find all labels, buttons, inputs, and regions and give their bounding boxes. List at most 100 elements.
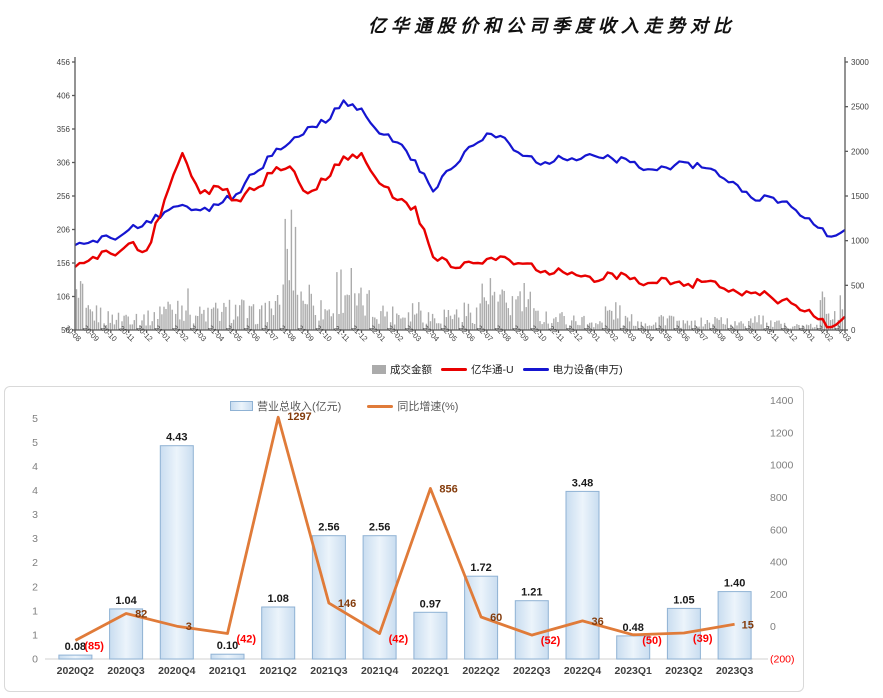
svg-text:5: 5 [32, 437, 38, 449]
revenue-bar [210, 653, 245, 660]
svg-text:256: 256 [57, 192, 71, 201]
revenue-chart-legend: 营业总收入(亿元) 同比增速(%) [230, 398, 458, 414]
legend-growth: 同比增速(%) [367, 398, 458, 414]
svg-text:500: 500 [851, 281, 865, 290]
svg-text:2021Q1: 2021Q1 [209, 665, 247, 677]
index-line-swatch-icon [522, 368, 549, 371]
svg-text:2.56: 2.56 [369, 522, 390, 534]
svg-text:82: 82 [135, 608, 147, 620]
svg-text:1: 1 [32, 605, 38, 617]
svg-text:2022Q3: 2022Q3 [513, 665, 551, 677]
revenue-growth-chart: 5 5 4 4 3 3 2 2 1 1 0 1400 1200 1000 800 600 400 200 0 (200… [32, 395, 794, 677]
svg-text:3: 3 [32, 509, 38, 521]
svg-text:2022Q2: 2022Q2 [462, 665, 500, 677]
svg-text:4: 4 [32, 461, 38, 473]
svg-text:(52): (52) [541, 635, 561, 647]
svg-text:(42): (42) [389, 633, 409, 645]
svg-text:(42): (42) [237, 633, 257, 645]
legend-revenue-label: 营业总收入(亿元) [257, 401, 342, 413]
svg-text:2022Q1: 2022Q1 [412, 665, 450, 677]
svg-text:600: 600 [770, 524, 788, 536]
svg-text:1200: 1200 [770, 427, 794, 439]
svg-text:4: 4 [32, 485, 38, 497]
stock-chart-legend: 成交金额 亿华通-U 电力设备(申万) [372, 362, 623, 377]
svg-text:2020Q3: 2020Q3 [107, 665, 145, 677]
svg-text:2020Q2: 2020Q2 [57, 665, 95, 677]
svg-text:200: 200 [770, 589, 788, 601]
legend-growth-label: 同比增速(%) [397, 401, 459, 413]
svg-text:56: 56 [61, 326, 70, 335]
chart-title: 亿华通股价和公司季度收入走势对比 [368, 16, 736, 37]
revenue-bar-swatch-icon [230, 401, 253, 411]
stock-line [74, 151, 846, 329]
growth-line [74, 415, 735, 642]
svg-text:1.21: 1.21 [521, 587, 542, 599]
svg-text:3: 3 [186, 621, 192, 633]
svg-text:0.97: 0.97 [420, 598, 441, 610]
legend-volume-label: 成交金额 [390, 364, 432, 376]
svg-text:106: 106 [57, 293, 71, 302]
svg-text:2: 2 [32, 581, 38, 593]
svg-text:0: 0 [851, 326, 856, 335]
revenue-bar [261, 606, 296, 660]
svg-text:1.08: 1.08 [268, 593, 289, 605]
svg-text:2023Q3: 2023Q3 [716, 665, 754, 677]
svg-text:456: 456 [57, 58, 71, 67]
svg-text:1297: 1297 [287, 411, 311, 423]
legend-index-label: 电力设备(申万) [552, 364, 623, 376]
revenue-bar [311, 535, 346, 660]
svg-text:(39): (39) [693, 633, 713, 645]
revenue-panel: 营业总收入(亿元) 同比增速(%) 5 5 4 4 3 3 2 2 1 1 0 1400 1200 100… [4, 386, 804, 692]
svg-text:3: 3 [32, 533, 38, 545]
index-line [74, 99, 846, 247]
svg-text:2500: 2500 [851, 103, 869, 112]
legend-stock-label: 亿华通-U [471, 364, 514, 376]
svg-text:2.56: 2.56 [318, 522, 339, 534]
legend-volume: 成交金额 [372, 362, 432, 377]
svg-text:156: 156 [57, 259, 71, 268]
svg-text:(85): (85) [84, 640, 104, 652]
svg-text:1.72: 1.72 [470, 562, 491, 574]
svg-text:36: 36 [592, 616, 604, 628]
svg-text:4.43: 4.43 [166, 432, 187, 444]
svg-text:406: 406 [57, 92, 71, 101]
svg-text:(50): (50) [642, 635, 662, 647]
svg-text:2023Q2: 2023Q2 [665, 665, 703, 677]
svg-text:1.40: 1.40 [724, 578, 745, 590]
svg-text:15: 15 [742, 619, 754, 631]
growth-line-swatch-icon [367, 404, 394, 408]
svg-text:1.04: 1.04 [115, 595, 137, 607]
svg-text:1: 1 [32, 629, 38, 641]
svg-text:2021Q4: 2021Q4 [361, 665, 399, 677]
svg-text:306: 306 [57, 159, 71, 168]
legend-revenue: 营业总收入(亿元) [230, 398, 341, 414]
revenue-bar [565, 490, 600, 660]
legend-index: 电力设备(申万) [522, 362, 623, 377]
volume-swatch-icon [372, 365, 386, 374]
svg-text:0: 0 [770, 621, 776, 633]
svg-text:1000: 1000 [851, 237, 869, 246]
svg-text:2022Q4: 2022Q4 [564, 665, 602, 677]
svg-text:400: 400 [770, 557, 788, 569]
volume-bars [75, 209, 844, 330]
svg-text:3.48: 3.48 [572, 477, 593, 489]
svg-text:3000: 3000 [851, 58, 869, 67]
stock-line-swatch-icon [441, 368, 467, 371]
revenue-bar [362, 535, 397, 660]
svg-text:5: 5 [32, 413, 38, 425]
svg-text:2023Q1: 2023Q1 [615, 665, 653, 677]
svg-text:0: 0 [32, 654, 38, 666]
revenue-bar [58, 654, 93, 660]
legend-stock: 亿华通-U [441, 362, 514, 377]
svg-text:60: 60 [490, 612, 502, 624]
svg-text:800: 800 [770, 492, 788, 504]
svg-text:2020Q4: 2020Q4 [158, 665, 196, 677]
svg-text:856: 856 [439, 483, 457, 495]
svg-text:24-01: 24-01 [797, 323, 817, 343]
svg-text:206: 206 [57, 226, 71, 235]
svg-text:1000: 1000 [770, 460, 794, 472]
svg-text:1.05: 1.05 [673, 594, 694, 606]
svg-text:0.48: 0.48 [623, 622, 644, 634]
svg-text:356: 356 [57, 125, 71, 134]
